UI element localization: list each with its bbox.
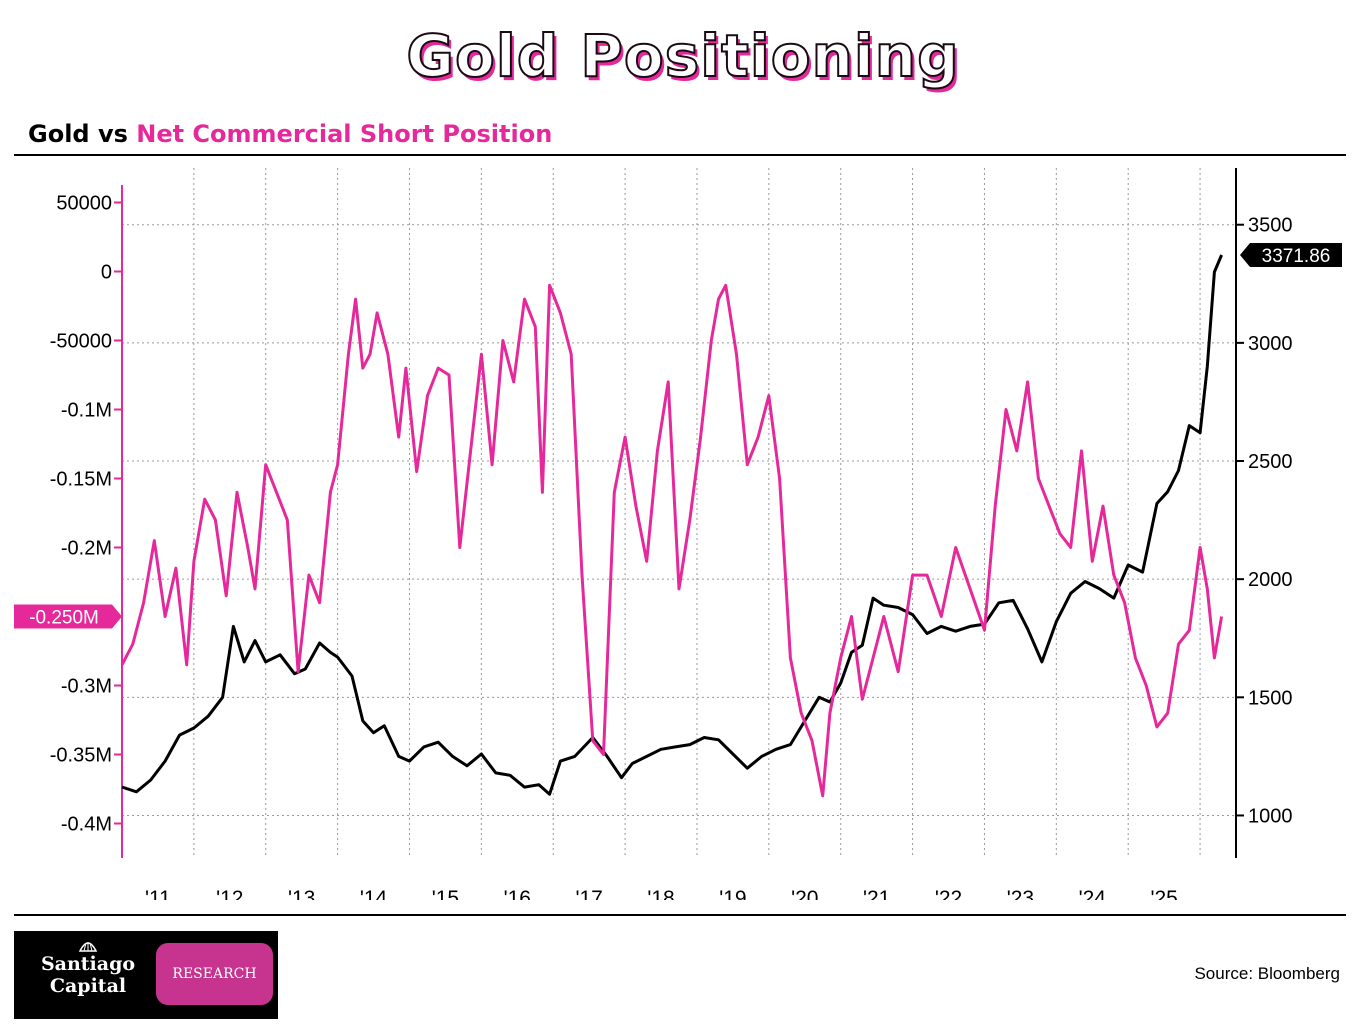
left-tick-label: -0.35M — [50, 745, 112, 767]
right-tick-label: 3000 — [1248, 333, 1293, 355]
x-tick-label: '11 — [145, 887, 171, 900]
top-rule — [14, 154, 1346, 156]
research-badge: RESEARCH — [156, 943, 273, 1005]
left-tick-label: -50000 — [50, 331, 112, 353]
gold-series-line — [121, 254, 1223, 796]
series-layer — [120, 254, 1224, 798]
label-layer: '11 '12 '13 '14 '15 '16 '17 '18 '19 '20 '21 '22 '23 '… — [14, 193, 1342, 900]
bottom-rule — [14, 914, 1346, 916]
subtitle-gold: Gold vs — [28, 120, 137, 148]
source-note: Source: Bloomberg — [1194, 964, 1340, 983]
logo-text: Santiago Capital — [40, 953, 136, 997]
right-tick-label: 1000 — [1248, 805, 1293, 827]
right-tick-label: 2000 — [1248, 569, 1293, 591]
x-tick-label: '22 — [935, 887, 962, 900]
x-tick-label: '15 — [432, 887, 459, 900]
x-tick-label: '17 — [575, 887, 602, 900]
x-tick-label: '14 — [360, 887, 388, 900]
gold-vs-net-short-chart: '11 '12 '13 '14 '15 '16 '17 '18 '19 '20 '21 '22 '23 '… — [14, 168, 1342, 900]
chart-subtitle: Gold vs Net Commercial Short Position — [28, 120, 552, 148]
left-tick-label: -0.15M — [50, 469, 112, 491]
left-tick-label: -0.3M — [61, 676, 112, 698]
gold-last-value: 3371.86 — [1262, 246, 1331, 267]
page-title: Gold Positioning — [405, 21, 960, 91]
left-tick-label: 50000 — [56, 193, 112, 215]
grid-layer — [122, 168, 1236, 858]
net-short-last-value-tag — [14, 604, 122, 629]
net-short-series-line — [120, 283, 1224, 798]
santiago-capital-logo: Santiago Capital RESEARCH — [14, 931, 278, 1019]
left-tick-label: -0.4M — [61, 814, 112, 836]
right-tick-label: 3500 — [1248, 215, 1293, 237]
right-tick-label: 2500 — [1248, 451, 1293, 473]
shell-icon — [78, 942, 98, 952]
subtitle-net-short: Net Commercial Short Position — [136, 120, 553, 148]
x-tick-label: '23 — [1007, 887, 1034, 900]
x-tick-label: '20 — [791, 887, 818, 900]
x-tick-label: '13 — [288, 887, 315, 900]
left-tick-label: -0.2M — [61, 538, 112, 560]
x-tick-label: '12 — [216, 887, 243, 900]
axis-layer — [114, 168, 1244, 858]
x-tick-label: '16 — [504, 887, 531, 900]
x-tick-label: '24 — [1079, 887, 1107, 900]
right-tick-label: 1500 — [1248, 687, 1293, 709]
x-tick-label: '18 — [647, 887, 674, 900]
x-tick-label: '19 — [719, 887, 746, 900]
net-short-last-value: -0.250M — [29, 608, 99, 629]
x-tick-label: '21 — [863, 887, 890, 900]
x-tick-label: '25 — [1150, 887, 1177, 900]
gold-last-value-tag — [1240, 242, 1342, 267]
left-tick-label: -0.1M — [61, 400, 112, 422]
left-tick-label: 0 — [101, 262, 112, 284]
